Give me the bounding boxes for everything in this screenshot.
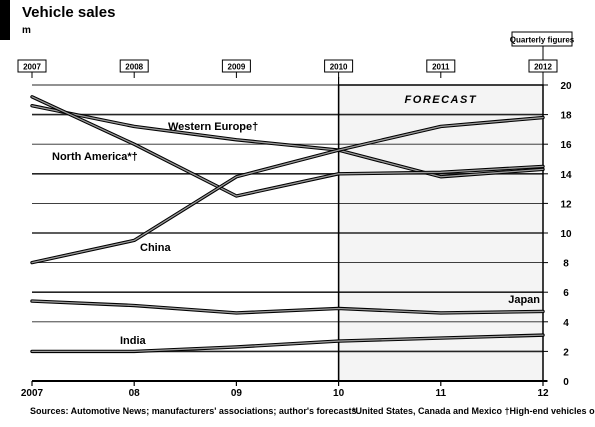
- top-markers: 2007 2008 2009 2010 2011 2012 Quarterly figure…: [17, 31, 575, 78]
- series-labels: Western Europe† North America*† China Japan…: [52, 121, 540, 347]
- top-marker-label: 2007: [23, 63, 41, 72]
- y-tick-label: 16: [560, 140, 572, 151]
- x-tick-label: 09: [231, 388, 243, 399]
- x-tick-label: 11: [436, 388, 447, 399]
- series-label: North America*†: [52, 151, 138, 163]
- y-tick-label: 20: [560, 81, 572, 92]
- series-label: India: [120, 335, 147, 347]
- top-marker-label: 2012: [534, 63, 552, 72]
- chart-unit-label: m: [22, 25, 31, 36]
- series-label: China: [140, 242, 171, 254]
- x-tick-label: 08: [129, 388, 141, 399]
- y-tick-label: 4: [563, 318, 569, 329]
- y-tick-label: 0: [563, 377, 569, 388]
- y-tick-label: 8: [563, 259, 569, 270]
- series-line: [31, 300, 544, 314]
- series-lines: [30, 95, 545, 354]
- x-tick-label: 12: [537, 388, 549, 399]
- y-tick-label: 2: [563, 347, 569, 358]
- source-note: Sources: Automotive News; manufacturers'…: [30, 406, 357, 416]
- top-marker-label: 2011: [432, 63, 450, 72]
- x-tick-label: 2007: [21, 388, 44, 399]
- top-right-callout-box: [511, 31, 573, 47]
- y-tick-labels: 0 2 4 6 8 10 12 14 16 18 20: [543, 81, 572, 388]
- x-tick-labels: 2007 08 09 10 11 12: [21, 381, 549, 399]
- series-label: Japan: [508, 294, 540, 306]
- axes: [32, 77, 547, 382]
- top-marker-label: 2009: [228, 63, 246, 72]
- top-right-callout-label: Quarterly figures: [510, 36, 575, 45]
- corner-marker: [0, 0, 10, 40]
- chart-title: Vehicle sales: [22, 4, 116, 21]
- series-line: [31, 105, 544, 178]
- gridlines: [32, 84, 543, 353]
- y-tick-label: 14: [560, 170, 572, 181]
- series-line: [31, 334, 544, 353]
- top-marker-label: 2010: [330, 63, 348, 72]
- top-marker-label: 2008: [125, 63, 143, 72]
- y-tick-label: 6: [563, 288, 569, 299]
- x-tick-label: 10: [333, 388, 345, 399]
- series-line: [31, 116, 544, 264]
- y-tick-label: 18: [560, 111, 572, 122]
- series-label: Western Europe†: [168, 121, 258, 133]
- y-tick-label: 10: [560, 229, 572, 240]
- footnote: *United States, Canada and Mexico †High-…: [352, 406, 595, 416]
- forecast-label: FORECAST: [405, 94, 478, 106]
- y-tick-label: 12: [560, 199, 572, 210]
- series-line: [31, 96, 544, 197]
